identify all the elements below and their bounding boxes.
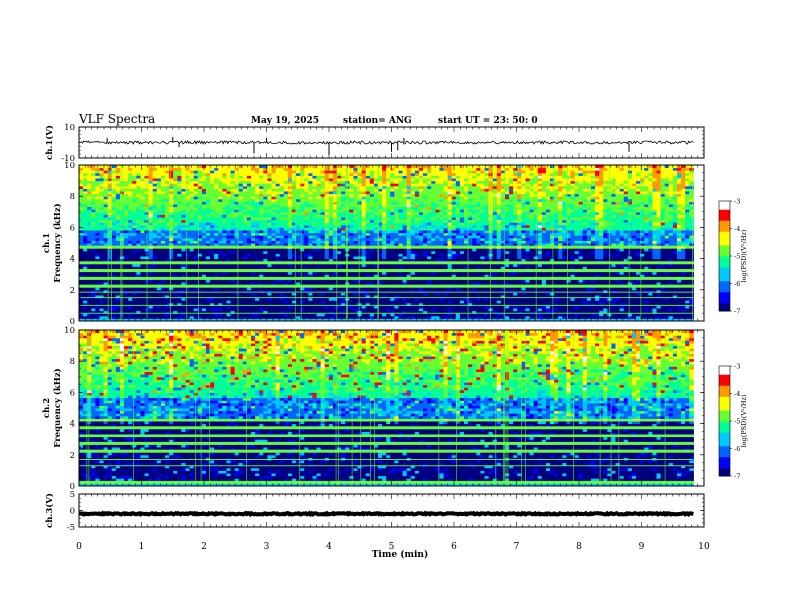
figure-title: VLF Spectra <box>78 112 155 126</box>
waveform-trace <box>79 141 693 144</box>
panel-ch1-spectrogram: -3-4-5-6-7log(PSD)(V²/Hz)0246810ch.1Freq… <box>42 161 748 327</box>
panels: 10-10ch.1(V)-3-4-5-6-7log(PSD)(V²/Hz)024… <box>42 123 748 552</box>
start-time-label: start UT = 23: 50: 0 <box>438 116 538 126</box>
y-tick-label: 10 <box>64 123 75 133</box>
date-label: May 19, 2025 <box>251 116 319 126</box>
station-label: station= ANG <box>343 116 412 126</box>
y-axis-label-line: ch.1(V) <box>44 125 55 160</box>
y-axis-label: ch.1(V) <box>44 125 55 160</box>
spectrogram-ch1-spectrogram <box>79 165 694 322</box>
